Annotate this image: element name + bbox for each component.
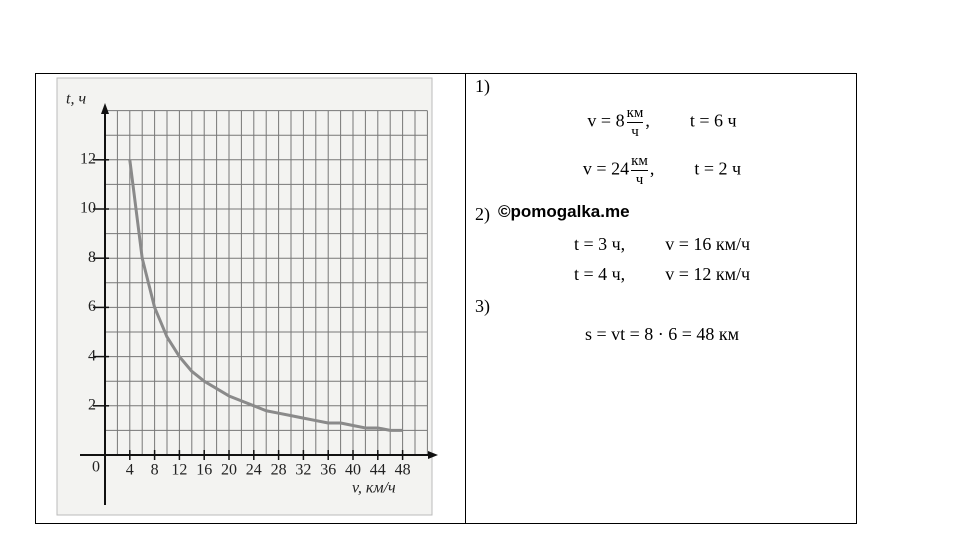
x-tick-label: 36 bbox=[320, 462, 336, 479]
watermark: ©pomogalka.me bbox=[498, 202, 630, 221]
formula: s = vt = 8 · 6 = 48 км bbox=[584, 324, 740, 344]
x-tick-label: 44 bbox=[370, 462, 386, 479]
formula: v = 8 bbox=[587, 110, 625, 131]
x-tick-label: 20 bbox=[221, 462, 237, 479]
denominator: ч bbox=[631, 124, 639, 140]
table-frame bbox=[35, 73, 857, 524]
x-tick-label: 8 bbox=[151, 462, 159, 479]
x-tick-label: 40 bbox=[345, 462, 361, 479]
solution-line: t = 3 ч, v = 16 км/ч bbox=[466, 234, 858, 255]
fraction: км ч bbox=[626, 104, 644, 141]
y-tick-label: 4 bbox=[88, 347, 96, 364]
formula: v = 12 км/ч bbox=[665, 264, 751, 284]
graph-paper bbox=[56, 77, 433, 516]
part-label: 3) bbox=[475, 296, 490, 316]
part-label: 2) bbox=[475, 204, 490, 224]
numerator: км bbox=[631, 153, 648, 171]
x-axis-label: v, км/ч bbox=[352, 480, 396, 497]
denominator: ч bbox=[635, 172, 644, 188]
y-axis-arrow bbox=[101, 103, 109, 114]
separator: , bbox=[649, 158, 655, 179]
x-tick-label: 12 bbox=[171, 462, 187, 479]
x-tick-label: 24 bbox=[246, 462, 262, 479]
formula: t = 6 ч bbox=[689, 110, 737, 131]
y-axis-label: t, ч bbox=[66, 91, 86, 108]
solution-line: s = vt = 8 · 6 = 48 км bbox=[466, 324, 858, 345]
part-label: 1) bbox=[475, 76, 490, 96]
curve bbox=[128, 159, 403, 432]
y-tick-label: 2 bbox=[88, 396, 96, 413]
x-tick-label: 16 bbox=[196, 462, 212, 479]
formula: t = 2 ч bbox=[694, 158, 742, 179]
formula: v = 24 bbox=[582, 158, 630, 179]
fraction: км ч bbox=[631, 152, 648, 189]
separator: , bbox=[645, 110, 650, 131]
formula: t = 3 ч, bbox=[573, 234, 626, 254]
y-tick-label: 12 bbox=[80, 150, 96, 167]
x-tick-label: 28 bbox=[271, 462, 287, 479]
cell-divider bbox=[465, 73, 466, 524]
formula: v = 16 км/ч bbox=[665, 234, 751, 254]
solution-line: v = 24 км ч, t = 2 ч bbox=[466, 152, 858, 189]
x-tick-label: 48 bbox=[395, 462, 411, 479]
x-tick-label: 4 bbox=[126, 462, 134, 479]
origin-label: 0 bbox=[92, 459, 100, 476]
x-tick-label: 32 bbox=[295, 462, 311, 479]
formula: t = 4 ч, bbox=[573, 264, 626, 284]
solution-line: v = 8 км ч, t = 6 ч bbox=[466, 104, 858, 141]
x-axis-arrow bbox=[428, 451, 438, 459]
solution-line: t = 4 ч, v = 12 км/ч bbox=[466, 264, 858, 285]
numerator: км bbox=[626, 105, 644, 123]
y-tick-label: 6 bbox=[88, 298, 96, 315]
y-tick-label: 8 bbox=[88, 249, 96, 266]
y-tick-label: 10 bbox=[80, 200, 96, 217]
